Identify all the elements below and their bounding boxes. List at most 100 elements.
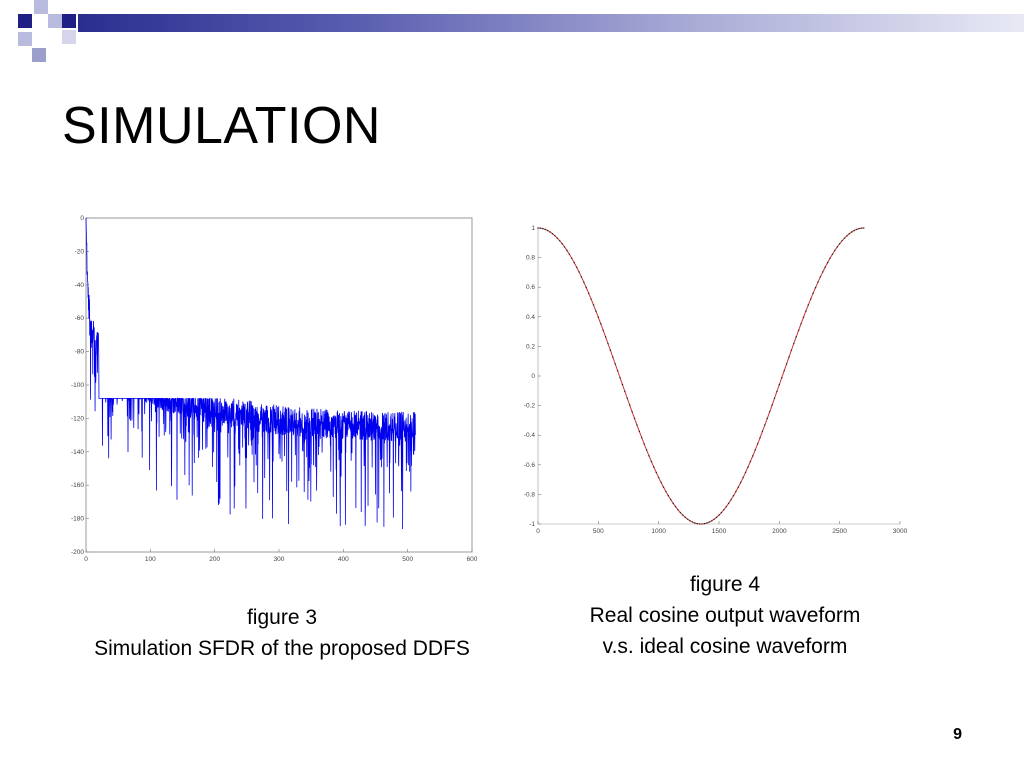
- real-cosine-point: [575, 266, 578, 268]
- cosine-chart: 0 500 1000 1500 2000 2500 3000 1 0.8 0.6 0.4 0.2 0 -0…: [524, 225, 908, 535]
- real-cosine-point: [776, 390, 778, 393]
- cos-y-tick-label: -0.4: [524, 432, 536, 439]
- real-cosine-point: [648, 455, 650, 457]
- real-cosine-point: [822, 271, 824, 273]
- sfdr-y-tick-label: -80: [75, 349, 85, 356]
- real-cosine-point: [636, 424, 638, 426]
- cos-x-tick-label: 1500: [712, 528, 727, 535]
- real-cosine-point: [583, 281, 585, 283]
- real-cosine-point: [708, 521, 711, 523]
- real-cosine-point: [805, 310, 807, 312]
- real-cosine-point: [578, 271, 580, 273]
- sfdr-spectrum-line: [85, 217, 416, 529]
- real-cosine-point: [783, 370, 785, 372]
- real-cosine-point: [754, 449, 756, 451]
- cos-x-tick-label: 2500: [832, 528, 847, 535]
- sfdr-y-tick-label: -180: [71, 516, 84, 523]
- real-cosine-point: [638, 430, 641, 433]
- figure4-caption: figure 4 Real cosine output waveform v.s…: [530, 569, 920, 662]
- figure4-label: figure 4: [689, 573, 761, 596]
- real-cosine-point: [718, 514, 720, 516]
- real-cosine-point: [785, 363, 788, 365]
- real-cosine-point: [549, 231, 551, 233]
- real-cosine-point: [703, 522, 706, 525]
- sfdr-y-tick-label: -100: [71, 382, 84, 389]
- sfdr-y-tick-label: -160: [71, 482, 84, 489]
- real-cosine-point: [619, 377, 621, 379]
- corner-square-light-3: [18, 32, 32, 46]
- cos-x-tick-label: 0: [536, 528, 540, 535]
- real-cosine-point: [853, 229, 855, 232]
- real-cosine-point: [607, 342, 609, 345]
- real-cosine-point: [797, 329, 800, 331]
- real-cosine-point: [831, 253, 834, 255]
- real-cosine-point: [863, 227, 865, 229]
- real-cosine-point: [819, 276, 822, 278]
- cos-x-tick-label: 500: [593, 528, 604, 535]
- real-cosine-point: [587, 292, 590, 294]
- sfdr-y-tick-label: -140: [71, 449, 84, 456]
- real-cosine-point: [824, 266, 826, 268]
- sfdr-plot-frame: [85, 217, 473, 553]
- real-cosine-point: [855, 228, 858, 231]
- sfdr-x-tick-label: 100: [145, 556, 156, 563]
- sfdr-chart: 0 100 200 300 400 500 600 0 -20 -40 -60 -80 -100 -120…: [71, 215, 478, 563]
- real-cosine-point: [795, 336, 797, 338]
- real-cosine-point: [561, 243, 563, 245]
- real-cosine-point: [778, 383, 781, 386]
- real-cosine-point: [752, 455, 754, 457]
- real-cosine-point: [667, 495, 670, 497]
- real-cosine-point: [759, 437, 761, 439]
- page-number: 9: [953, 726, 962, 743]
- real-cosine-point: [660, 481, 662, 484]
- real-cosine-point: [793, 342, 795, 345]
- real-cosine-point: [744, 471, 747, 474]
- real-cosine-point: [600, 323, 602, 325]
- real-cosine-point: [595, 310, 597, 312]
- figure3-text: Simulation SFDR of the proposed DDFS: [94, 637, 470, 660]
- sfdr-y-tick-label: -200: [71, 549, 84, 556]
- real-cosine-point: [614, 363, 616, 365]
- real-cosine-point: [573, 261, 575, 264]
- real-cosine-point: [563, 246, 566, 248]
- sfdr-y-tick-label: -40: [75, 282, 85, 289]
- real-cosine-point: [537, 227, 539, 229]
- figure3-label: figure 3: [246, 606, 318, 629]
- real-cosine-point: [698, 523, 701, 525]
- real-cosine-point: [817, 281, 819, 283]
- real-cosine-point: [696, 522, 698, 525]
- real-cosine-point: [653, 466, 655, 468]
- real-cosine-point: [858, 227, 860, 230]
- real-cosine-point: [812, 292, 814, 294]
- real-cosine-point: [781, 377, 783, 379]
- real-cosine-point: [674, 505, 677, 508]
- real-cosine-point: [694, 522, 696, 524]
- real-cosine-point: [559, 240, 561, 242]
- sfdr-x-tick-label: 400: [338, 556, 349, 563]
- corner-square-light-5: [62, 30, 76, 44]
- real-cosine-point: [689, 520, 691, 522]
- real-cosine-point: [843, 237, 846, 239]
- real-cosine-point: [711, 520, 713, 522]
- real-cosine-point: [860, 227, 863, 229]
- sfdr-x-tick-label: 200: [209, 556, 220, 563]
- real-cosine-point: [670, 498, 672, 501]
- corner-square-light-2: [48, 14, 62, 28]
- real-cosine-point: [691, 521, 694, 523]
- real-cosine-point: [706, 522, 708, 524]
- real-cosine-point: [768, 411, 771, 413]
- real-cosine-point: [633, 417, 636, 420]
- real-cosine-point: [602, 329, 604, 331]
- real-cosine-point: [761, 430, 764, 433]
- ideal-cosine-line: [537, 227, 864, 525]
- real-cosine-point: [829, 257, 831, 260]
- cos-y-tick-label: -1: [529, 521, 535, 528]
- real-cosine-point: [631, 411, 633, 413]
- real-cosine-point: [677, 509, 679, 511]
- real-cosine-point: [807, 304, 809, 306]
- real-cosine-point: [742, 476, 744, 479]
- real-cosine-point: [612, 356, 614, 358]
- real-cosine-point: [851, 231, 853, 233]
- sfdr-y-tick-label: -120: [71, 415, 84, 422]
- real-cosine-point: [542, 227, 544, 230]
